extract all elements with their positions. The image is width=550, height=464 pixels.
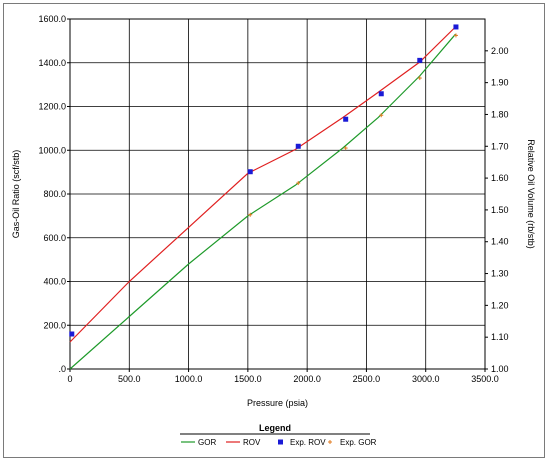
legend-label: Exp. GOR <box>340 438 377 447</box>
legend-item-rov: ROV <box>226 438 261 447</box>
left-y-tick-label: 1000.0 <box>38 145 66 155</box>
marker-exp-gor <box>417 76 422 81</box>
marker-exp-gor <box>248 212 253 217</box>
marker-exp-gor <box>296 181 301 186</box>
right-y-tick-label: 1.80 <box>491 109 509 119</box>
legend-swatch <box>278 439 283 445</box>
legend-label: Exp. ROV <box>290 438 326 447</box>
x-tick-label: 500.0 <box>118 374 141 384</box>
series-line-rov <box>69 26 456 343</box>
legend-items: GOR ROV Exp. ROV Exp. GOR <box>181 438 377 447</box>
legend: Legend GOR ROV Exp. ROV Exp. GOR <box>180 423 377 447</box>
legend-label: ROV <box>243 438 261 447</box>
legend-item-gor: GOR <box>181 438 216 447</box>
right-y-tick-label: 1.30 <box>491 269 509 279</box>
x-tick-label: 1000.0 <box>175 374 203 384</box>
x-tick-label: 0 <box>67 374 72 384</box>
marker-exp-rov <box>378 91 384 97</box>
marker-exp-gor <box>453 33 458 38</box>
right-y-tick-label: 1.90 <box>491 78 509 88</box>
left-y-tick-label: 1200.0 <box>38 102 66 112</box>
right-y-tick-label: 1.00 <box>491 364 509 374</box>
legend-label: GOR <box>198 438 216 447</box>
left-y-tick-label: 800.0 <box>43 189 66 199</box>
right-y-tick-label: 1.10 <box>491 332 509 342</box>
left-y-axis-title: Gas-Oil Ratio (scf/stb) <box>11 150 21 239</box>
left-y-axis-ticks: .0 200.0 400.0 600.0 800.0 1000.0 1200.0 1400.0… <box>38 14 70 374</box>
marker-exp-gor <box>343 146 348 151</box>
right-y-tick-label: 1.60 <box>491 173 509 183</box>
right-y-tick-label: 1.70 <box>491 141 509 151</box>
left-y-tick-label: 1600.0 <box>38 14 66 24</box>
marker-exp-rov <box>343 116 349 122</box>
marker-exp-rov <box>69 331 75 337</box>
marker-exp-gor <box>379 113 384 118</box>
marker-exp-rov <box>295 143 301 149</box>
right-y-tick-label: 1.20 <box>491 300 509 310</box>
right-y-tick-label: 1.40 <box>491 237 509 247</box>
x-tick-label: 3000.0 <box>412 374 440 384</box>
right-y-tick-label: 2.00 <box>491 46 509 56</box>
left-y-tick-label: .0 <box>58 364 66 374</box>
legend-item-exp-rov: Exp. ROV <box>278 438 326 447</box>
series-line-gor <box>69 33 456 370</box>
right-y-axis-ticks: 1.00 1.10 1.20 1.30 1.40 1.50 1.60 1.70 1.80 1.90… <box>485 46 509 374</box>
x-tick-label: 3500.0 <box>471 374 499 384</box>
marker-exp-rov <box>453 24 459 30</box>
left-y-tick-label: 600.0 <box>43 233 66 243</box>
series <box>69 24 459 370</box>
right-y-axis-title: Relative Oil Volume (rb/stb) <box>526 139 536 249</box>
right-y-tick-label: 1.50 <box>491 205 509 215</box>
x-tick-label: 2000.0 <box>293 374 321 384</box>
left-y-tick-label: 400.0 <box>43 277 66 287</box>
x-tick-label: 2500.0 <box>353 374 381 384</box>
grid <box>69 18 486 370</box>
chart-frame <box>3 3 545 458</box>
left-y-tick-label: 200.0 <box>43 320 66 330</box>
left-y-tick-label: 1400.0 <box>38 58 66 68</box>
x-axis-ticks: 0 500.0 1000.0 1500.0 2000.0 2500.0 3000.0 3500… <box>67 369 499 384</box>
x-tick-label: 1500.0 <box>234 374 262 384</box>
legend-title: Legend <box>259 423 291 433</box>
marker-exp-rov <box>247 169 253 175</box>
legend-item-exp-gor: Exp. GOR <box>328 438 377 447</box>
x-axis-title: Pressure (psia) <box>247 398 308 408</box>
marker-exp-rov <box>417 57 423 63</box>
